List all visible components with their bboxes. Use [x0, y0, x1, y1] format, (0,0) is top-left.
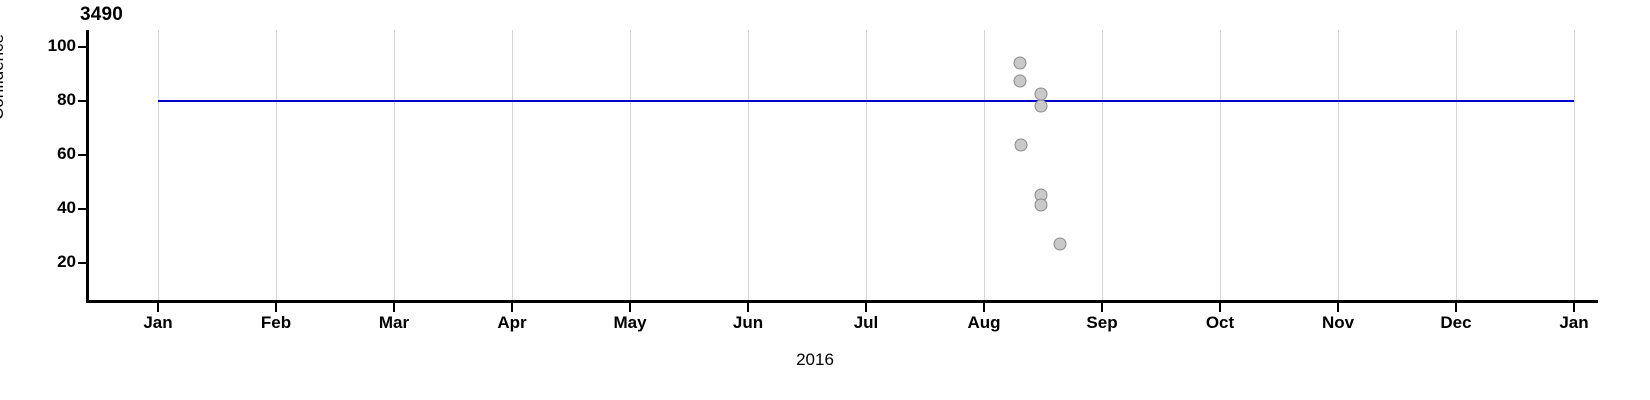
x-tick-label: Jun: [732, 313, 764, 332]
chart-title: 3490: [80, 4, 124, 25]
x-tick-label: Jul: [853, 313, 879, 332]
x-tick-label: Feb: [260, 313, 292, 332]
gridline: [1338, 30, 1339, 300]
x-tick-label: Jan: [143, 313, 173, 332]
gridline: [158, 30, 159, 300]
x-tick-label: Jan: [1559, 313, 1589, 332]
y-tick-mark: [78, 261, 86, 264]
data-point: [1013, 74, 1027, 88]
x-tick-mark: [1219, 303, 1221, 312]
x-tick-mark: [393, 303, 395, 312]
gridline: [1456, 30, 1457, 300]
gridline: [1220, 30, 1221, 300]
gridline: [1102, 30, 1103, 300]
x-tick-mark: [983, 303, 985, 312]
gridline: [394, 30, 395, 300]
data-point: [1034, 198, 1048, 212]
y-tick-mark: [78, 99, 86, 102]
data-point: [1013, 56, 1027, 70]
y-tick-mark: [78, 207, 86, 210]
x-tick-mark: [865, 303, 867, 312]
gridline: [512, 30, 513, 300]
x-tick-label: Mar: [378, 313, 410, 332]
x-axis-title-text: 2016: [796, 350, 834, 369]
x-tick-mark: [157, 303, 159, 312]
x-tick-label: Apr: [497, 313, 527, 332]
data-point: [1053, 237, 1067, 251]
y-tick-label: 60: [57, 143, 76, 163]
x-tick-label: Sep: [1086, 313, 1118, 332]
x-tick-mark: [1455, 303, 1457, 312]
x-tick-label: Aug: [967, 313, 1001, 332]
y-axis-line: [86, 30, 89, 302]
x-tick-label: Dec: [1440, 313, 1472, 332]
gridline: [1574, 30, 1575, 300]
x-axis-title: 2016: [0, 350, 1650, 370]
y-tick-label: 40: [57, 197, 76, 217]
x-tick-mark: [511, 303, 513, 312]
x-tick-label: Oct: [1205, 313, 1235, 332]
x-tick-label: Nov: [1321, 313, 1355, 332]
plot-area: [88, 30, 1598, 300]
gridline: [984, 30, 985, 300]
x-tick-mark: [747, 303, 749, 312]
gridline: [276, 30, 277, 300]
x-axis-line: [86, 300, 1598, 303]
x-tick-mark: [275, 303, 277, 312]
x-tick-mark: [1337, 303, 1339, 312]
gridline: [748, 30, 749, 300]
x-tick-mark: [629, 303, 631, 312]
y-tick-mark: [78, 45, 86, 48]
data-point: [1014, 138, 1028, 152]
y-tick-label: 20: [57, 251, 76, 271]
data-point: [1034, 99, 1048, 113]
y-tick-label: 80: [57, 89, 76, 109]
x-tick-mark: [1101, 303, 1103, 312]
x-tick-label: May: [613, 313, 647, 332]
gridline: [866, 30, 867, 300]
x-tick-mark: [1573, 303, 1575, 312]
reference-line: [158, 100, 1574, 102]
y-axis-title: Confidence: [0, 33, 7, 120]
y-tick-label: 100: [47, 35, 76, 55]
gridline: [630, 30, 631, 300]
y-tick-mark: [78, 153, 86, 156]
